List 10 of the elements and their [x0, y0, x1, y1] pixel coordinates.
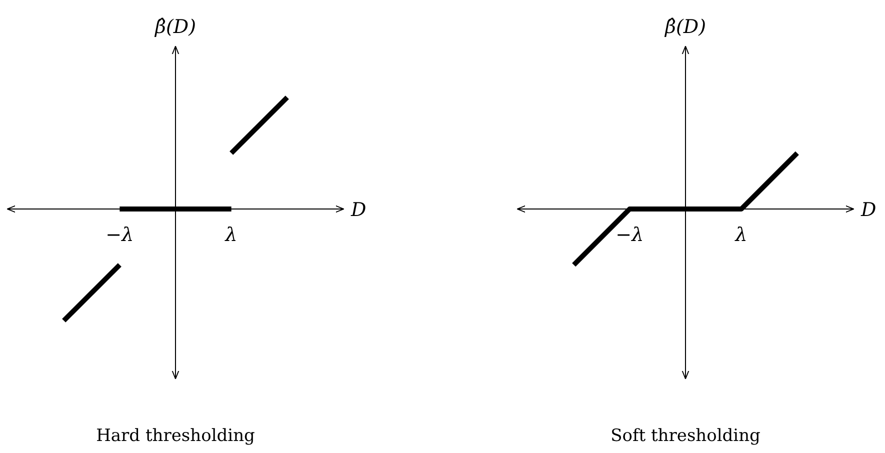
text: Soft thresholding — [610, 426, 761, 446]
x-axis-title: D — [860, 199, 876, 221]
x-tick-label: λ — [734, 224, 748, 246]
y-axis-title: β̂(D) — [154, 16, 196, 38]
text: Hard thresholding — [96, 426, 256, 446]
y-axis-title: β̂(D) — [664, 16, 706, 38]
x-tick-label: −λ — [106, 224, 134, 246]
x-axis-title: D — [350, 199, 366, 221]
x-tick-label: λ — [224, 224, 238, 246]
x-tick-label: −λ — [616, 224, 644, 246]
